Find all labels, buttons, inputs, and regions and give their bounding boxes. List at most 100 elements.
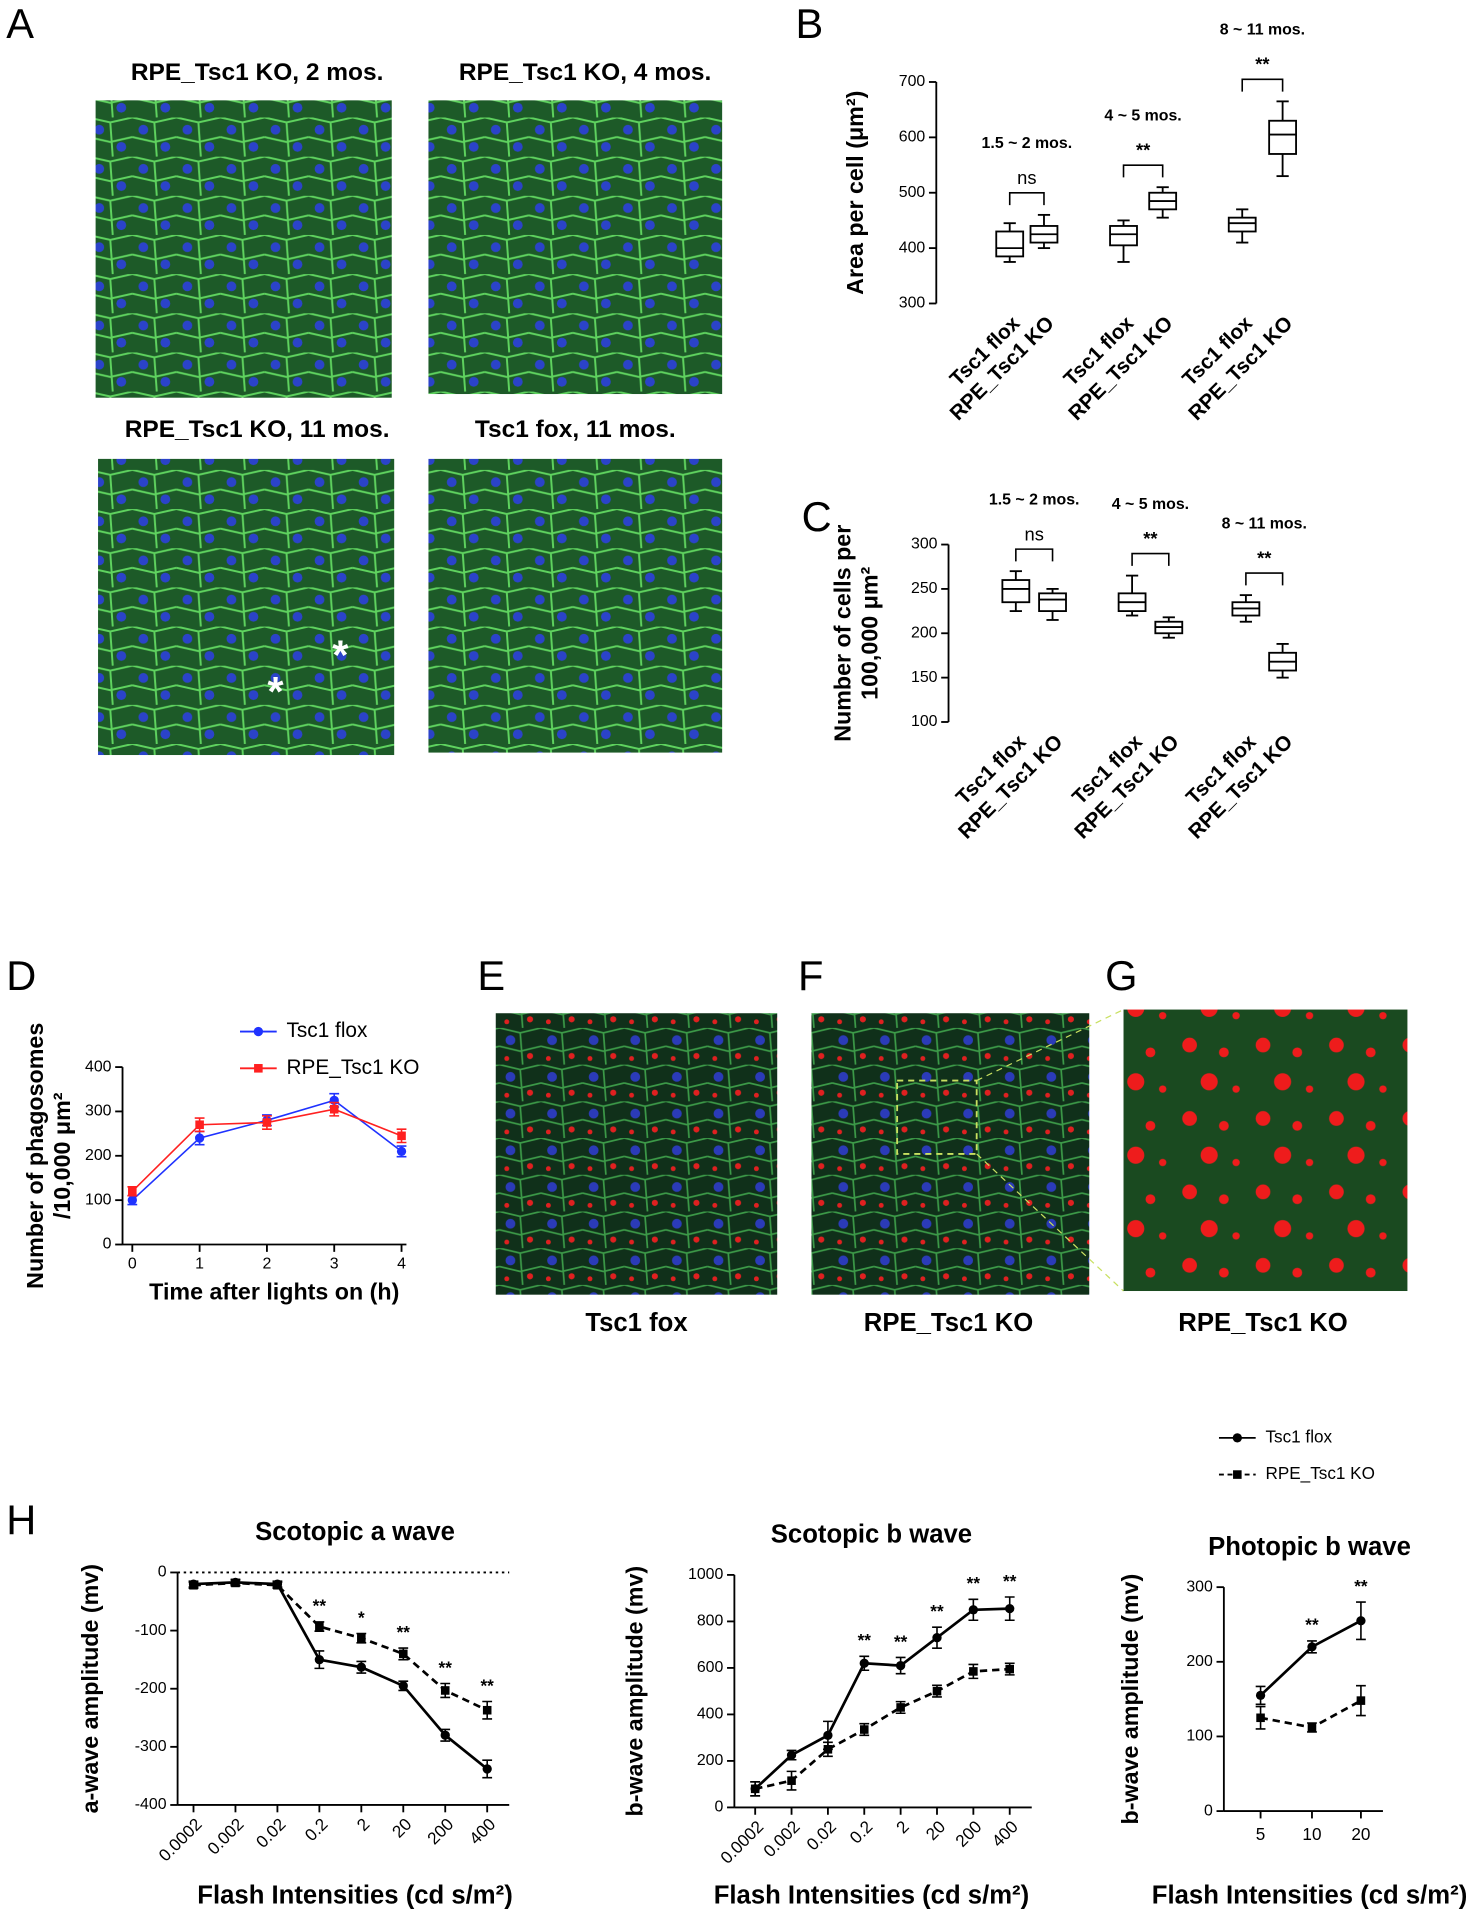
data-point xyxy=(231,1578,240,1588)
y-tick-label: 800 xyxy=(697,1613,724,1630)
period-label: 1.5 ~ 2 mos. xyxy=(982,135,1073,152)
data-point xyxy=(194,1133,205,1143)
period-label: 4 ~ 5 mos. xyxy=(1104,107,1181,124)
data-point xyxy=(262,1118,272,1127)
x-tick-label: 0.0002 xyxy=(716,1816,767,1867)
zoom-line xyxy=(976,1009,1124,1082)
data-point xyxy=(1005,1664,1014,1674)
data-point xyxy=(859,1658,869,1668)
legend-label: RPE_Tsc1 KO xyxy=(1265,1463,1374,1483)
series-line xyxy=(754,1607,1010,1790)
data-point xyxy=(398,1681,408,1691)
data-point xyxy=(189,1580,198,1590)
data-point xyxy=(440,1730,450,1740)
data-point xyxy=(329,1104,339,1114)
data-point xyxy=(397,1131,406,1141)
image-title: RPE_Tsc1 KO, 4 mos. xyxy=(459,59,712,86)
data-point xyxy=(1307,1723,1317,1732)
significance-bracket xyxy=(1241,78,1284,92)
chart-title: Photopic b wave xyxy=(1208,1533,1411,1561)
data-point xyxy=(932,1686,942,1696)
y-tick-label: 0 xyxy=(158,1564,167,1581)
significance: ** xyxy=(481,1675,495,1695)
y-tick-label: 100 xyxy=(911,713,938,730)
data-point xyxy=(195,1120,204,1130)
x-tick-label: 0.02 xyxy=(252,1814,290,1852)
y-tick-label: 400 xyxy=(899,239,926,256)
significance: ** xyxy=(1354,1576,1368,1596)
x-tick-label: 1 xyxy=(195,1255,204,1272)
significance: * xyxy=(358,1607,365,1627)
y-tick-label: 200 xyxy=(1186,1653,1213,1670)
y-tick-label: 200 xyxy=(911,624,938,641)
significance: ** xyxy=(858,1630,872,1650)
significance: ** xyxy=(894,1631,908,1651)
chart-title: Scotopic a wave xyxy=(255,1518,455,1546)
y-axis-label: 100,000 μm² xyxy=(857,566,883,699)
significance: ** xyxy=(1136,140,1151,161)
y-tick-label: 600 xyxy=(697,1659,724,1676)
panel-letter: E xyxy=(477,952,505,999)
series-line xyxy=(193,1581,488,1712)
data-point xyxy=(859,1725,869,1734)
significance-bracket xyxy=(1015,548,1054,562)
y-axis-label: a-wave amplitude (mv) xyxy=(77,1564,103,1813)
x-tick-label: 0.2 xyxy=(845,1816,876,1847)
micrograph xyxy=(95,100,392,398)
significance: ** xyxy=(1255,54,1270,75)
micrograph xyxy=(428,458,723,753)
data-point xyxy=(396,1146,407,1157)
data-point xyxy=(932,1633,942,1643)
x-tick-label: 200 xyxy=(423,1814,457,1848)
image-title: RPE_Tsc1 KO, 11 mos. xyxy=(125,416,390,443)
period-label: 4 ~ 5 mos. xyxy=(1112,496,1189,513)
data-point xyxy=(440,1686,450,1695)
y-tick-label: 200 xyxy=(697,1752,724,1769)
y-tick-label: -100 xyxy=(135,1622,167,1639)
y-tick-label: 250 xyxy=(911,580,938,597)
significance-bracket xyxy=(1008,192,1045,206)
box xyxy=(1268,119,1297,155)
significance: ns xyxy=(1017,167,1036,188)
significance: ** xyxy=(1143,528,1158,549)
data-point xyxy=(786,1750,797,1760)
significance: ** xyxy=(930,1601,944,1621)
x-tick-label: 2 xyxy=(263,1255,272,1272)
x-tick-label: 0.002 xyxy=(759,1816,803,1860)
significance: ** xyxy=(967,1573,981,1593)
x-tick-label: 0.0002 xyxy=(154,1814,205,1865)
panel-letter: G xyxy=(1105,952,1137,999)
image-title: RPE_Tsc1 KO, 2 mos. xyxy=(131,59,384,86)
legend-marker xyxy=(1233,1470,1242,1479)
data-point xyxy=(1356,1616,1366,1626)
x-axis-label: Flash Intensities (cd s/m²) xyxy=(197,1882,512,1910)
legend-marker xyxy=(253,1026,264,1037)
x-tick-label: 4 xyxy=(397,1255,406,1272)
image-caption: RPE_Tsc1 KO xyxy=(864,1309,1033,1337)
legend-label: Tsc1 flox xyxy=(1265,1426,1332,1446)
y-tick-label: 0 xyxy=(715,1799,724,1816)
significance: ** xyxy=(397,1622,411,1642)
y-tick-label: 300 xyxy=(899,295,926,312)
data-point xyxy=(482,1705,492,1715)
legend-label: RPE_Tsc1 KO xyxy=(287,1056,420,1079)
data-point xyxy=(1255,1690,1266,1701)
data-point xyxy=(273,1580,282,1590)
significance: ** xyxy=(1305,1615,1319,1635)
image-title: Tsc1 fox, 11 mos. xyxy=(475,416,676,443)
y-axis-label: Number of cells per xyxy=(830,525,856,742)
y-tick-label: 1000 xyxy=(688,1566,724,1583)
asterisk: * xyxy=(332,631,349,678)
significance-bracket xyxy=(1245,572,1284,586)
panel-letter: B xyxy=(796,0,824,47)
legend-marker xyxy=(254,1064,263,1073)
x-tick-label: 5 xyxy=(1256,1824,1266,1844)
legend-marker xyxy=(1232,1433,1242,1443)
micrograph xyxy=(1123,1009,1408,1292)
y-axis-label: b-wave amplitude (mv) xyxy=(1117,1574,1143,1825)
micrograph xyxy=(495,1013,778,1295)
y-axis-label: Number of phagosomes xyxy=(22,1023,48,1289)
data-point xyxy=(896,1703,905,1712)
y-tick-label: 500 xyxy=(899,184,926,201)
